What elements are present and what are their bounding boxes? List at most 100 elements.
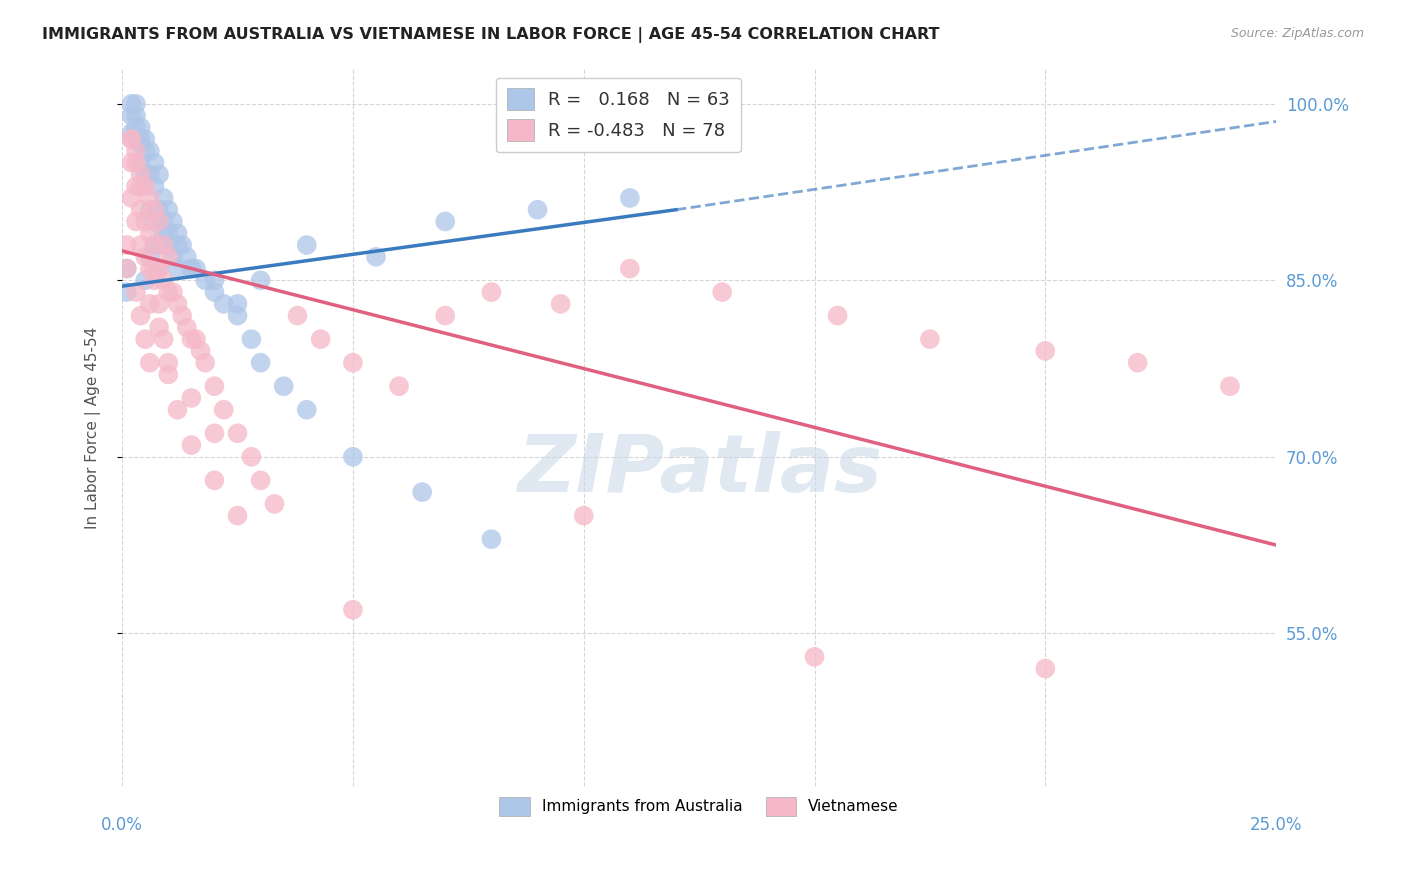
Point — [134, 179, 156, 194]
Point — [120, 109, 142, 123]
Point — [129, 168, 152, 182]
Point — [139, 250, 162, 264]
Point — [143, 261, 166, 276]
Point — [176, 250, 198, 264]
Point — [166, 402, 188, 417]
Point — [125, 179, 148, 194]
Text: 0.0%: 0.0% — [101, 815, 143, 834]
Point — [226, 309, 249, 323]
Point — [180, 391, 202, 405]
Point — [152, 191, 174, 205]
Point — [120, 132, 142, 146]
Point — [157, 368, 180, 382]
Point — [125, 214, 148, 228]
Point — [309, 332, 332, 346]
Point — [120, 191, 142, 205]
Point — [166, 226, 188, 240]
Point — [803, 649, 825, 664]
Point — [166, 297, 188, 311]
Point — [194, 273, 217, 287]
Point — [139, 191, 162, 205]
Point — [180, 332, 202, 346]
Point — [166, 261, 188, 276]
Point — [827, 309, 849, 323]
Point — [125, 285, 148, 299]
Point — [148, 238, 170, 252]
Point — [157, 250, 180, 264]
Point — [115, 238, 138, 252]
Point — [364, 250, 387, 264]
Point — [120, 132, 142, 146]
Point — [204, 426, 226, 441]
Point — [180, 261, 202, 276]
Point — [143, 179, 166, 194]
Point — [139, 168, 162, 182]
Point — [139, 226, 162, 240]
Point — [139, 356, 162, 370]
Text: Source: ZipAtlas.com: Source: ZipAtlas.com — [1230, 27, 1364, 40]
Point — [287, 309, 309, 323]
Point — [249, 356, 271, 370]
Point — [129, 238, 152, 252]
Point — [434, 214, 457, 228]
Point — [134, 250, 156, 264]
Point — [157, 356, 180, 370]
Point — [125, 96, 148, 111]
Point — [1126, 356, 1149, 370]
Point — [388, 379, 411, 393]
Point — [152, 214, 174, 228]
Point — [157, 238, 180, 252]
Point — [190, 343, 212, 358]
Point — [134, 214, 156, 228]
Point — [125, 155, 148, 169]
Point — [148, 168, 170, 182]
Point — [143, 155, 166, 169]
Point — [152, 273, 174, 287]
Point — [139, 297, 162, 311]
Point — [172, 238, 194, 252]
Point — [120, 155, 142, 169]
Point — [434, 309, 457, 323]
Point — [1033, 343, 1056, 358]
Point — [115, 285, 138, 299]
Point — [295, 402, 318, 417]
Point — [204, 473, 226, 487]
Point — [143, 202, 166, 217]
Point — [134, 132, 156, 146]
Point — [249, 473, 271, 487]
Point — [143, 238, 166, 252]
Point — [184, 332, 207, 346]
Point — [249, 273, 271, 287]
Point — [184, 261, 207, 276]
Point — [129, 138, 152, 153]
Point — [295, 238, 318, 252]
Point — [550, 297, 572, 311]
Point — [204, 379, 226, 393]
Point — [411, 485, 433, 500]
Point — [143, 273, 166, 287]
Point — [134, 332, 156, 346]
Point — [162, 250, 184, 264]
Point — [148, 320, 170, 334]
Point — [180, 438, 202, 452]
Point — [1033, 662, 1056, 676]
Point — [226, 297, 249, 311]
Point — [1219, 379, 1241, 393]
Point — [180, 261, 202, 276]
Point — [115, 261, 138, 276]
Point — [619, 191, 641, 205]
Point — [152, 238, 174, 252]
Point — [342, 356, 364, 370]
Point — [148, 261, 170, 276]
Point — [139, 261, 162, 276]
Point — [129, 132, 152, 146]
Point — [115, 261, 138, 276]
Point — [152, 226, 174, 240]
Point — [120, 126, 142, 140]
Point — [134, 273, 156, 287]
Point — [526, 202, 548, 217]
Point — [125, 144, 148, 158]
Point — [148, 297, 170, 311]
Point — [226, 426, 249, 441]
Point — [226, 508, 249, 523]
